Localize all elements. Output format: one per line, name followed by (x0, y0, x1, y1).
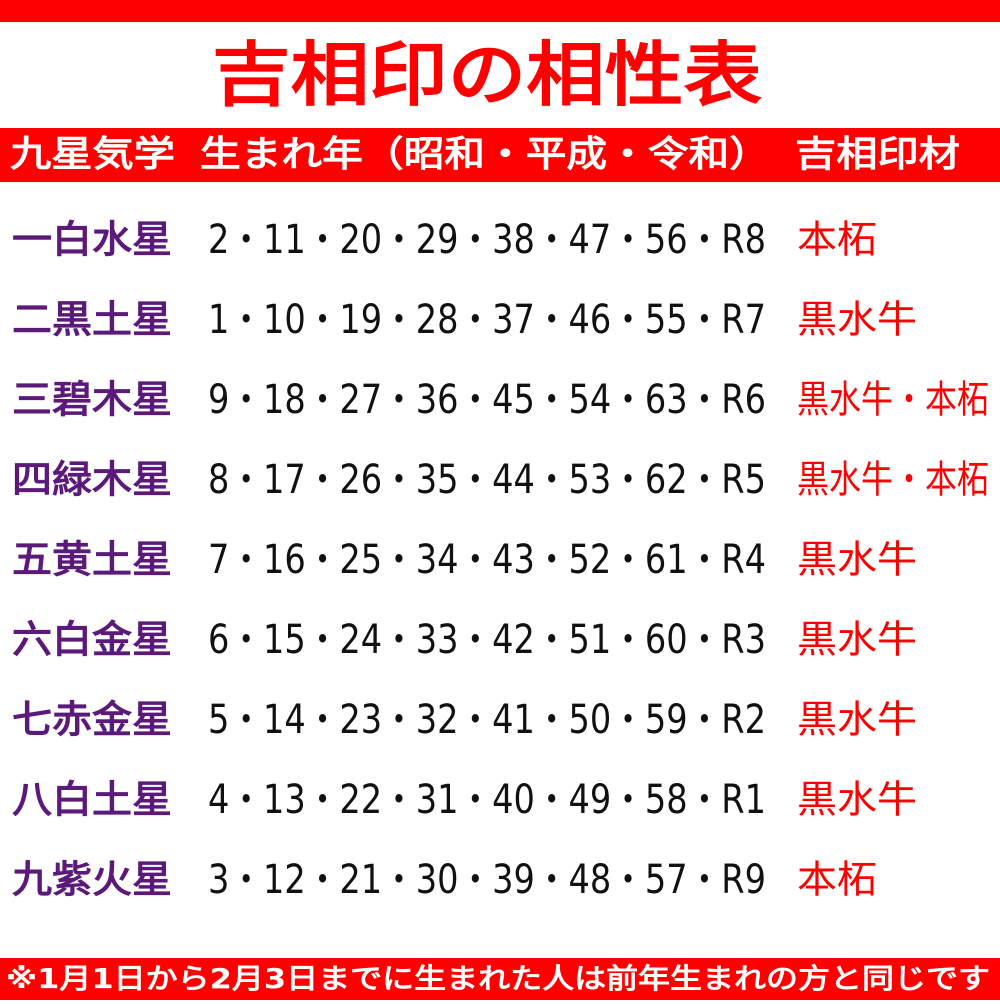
seal-material: 黒水牛・本柘 (797, 458, 989, 502)
star-name: 九紫火星 (12, 858, 172, 902)
birth-years: 2・11・20・29・38・47・56・R8 (208, 217, 766, 263)
star-name: 五黄土星 (12, 538, 172, 582)
birth-years: 8・17・26・35・44・53・62・R5 (208, 457, 766, 503)
seal-material: 本柘 (797, 218, 877, 262)
birth-years: 9・18・27・36・45・54・63・R6 (208, 377, 766, 423)
star-name: 四緑木星 (12, 458, 172, 502)
column-header: 九星気学 (10, 133, 175, 175)
column-header: 生まれ年（昭和・平成・令和） (200, 134, 770, 175)
column-header: 吉相印材 (795, 134, 960, 175)
birth-years: 5・14・23・32・41・50・59・R2 (208, 697, 766, 743)
seal-material: 黒水牛・本柘 (797, 378, 989, 422)
title: 吉相印の相性表 (212, 34, 762, 116)
birth-years: 6・15・24・33・42・51・60・R3 (208, 617, 766, 663)
star-name: 二黒土星 (12, 298, 172, 342)
seal-material: 黒水牛 (797, 698, 917, 742)
birth-years: 3・12・21・30・39・48・57・R9 (208, 857, 766, 903)
seal-material: 黒水牛 (797, 618, 917, 662)
star-name: 八白土星 (12, 778, 172, 822)
star-name: 六白金星 (12, 618, 172, 662)
seal-material: 黒水牛 (797, 538, 917, 582)
seal-material: 黒水牛 (797, 778, 917, 822)
footer-band (0, 958, 1000, 1000)
footnote: ※1月1日から2月3日までに生まれた人は前年生まれの方と同じです (6, 962, 990, 995)
header-band (0, 128, 1000, 182)
birth-years: 7・16・25・34・43・52・61・R4 (208, 537, 766, 583)
star-name: 一白水星 (12, 218, 172, 262)
star-name: 三碧木星 (12, 378, 172, 422)
star-name: 七赤金星 (12, 698, 172, 742)
top-bar (0, 0, 1000, 22)
birth-years: 1・10・19・28・37・46・55・R7 (208, 297, 766, 343)
birth-years: 4・13・22・31・40・49・58・R1 (208, 777, 766, 823)
seal-material: 黒水牛 (797, 298, 917, 342)
seal-material: 本柘 (797, 858, 877, 902)
